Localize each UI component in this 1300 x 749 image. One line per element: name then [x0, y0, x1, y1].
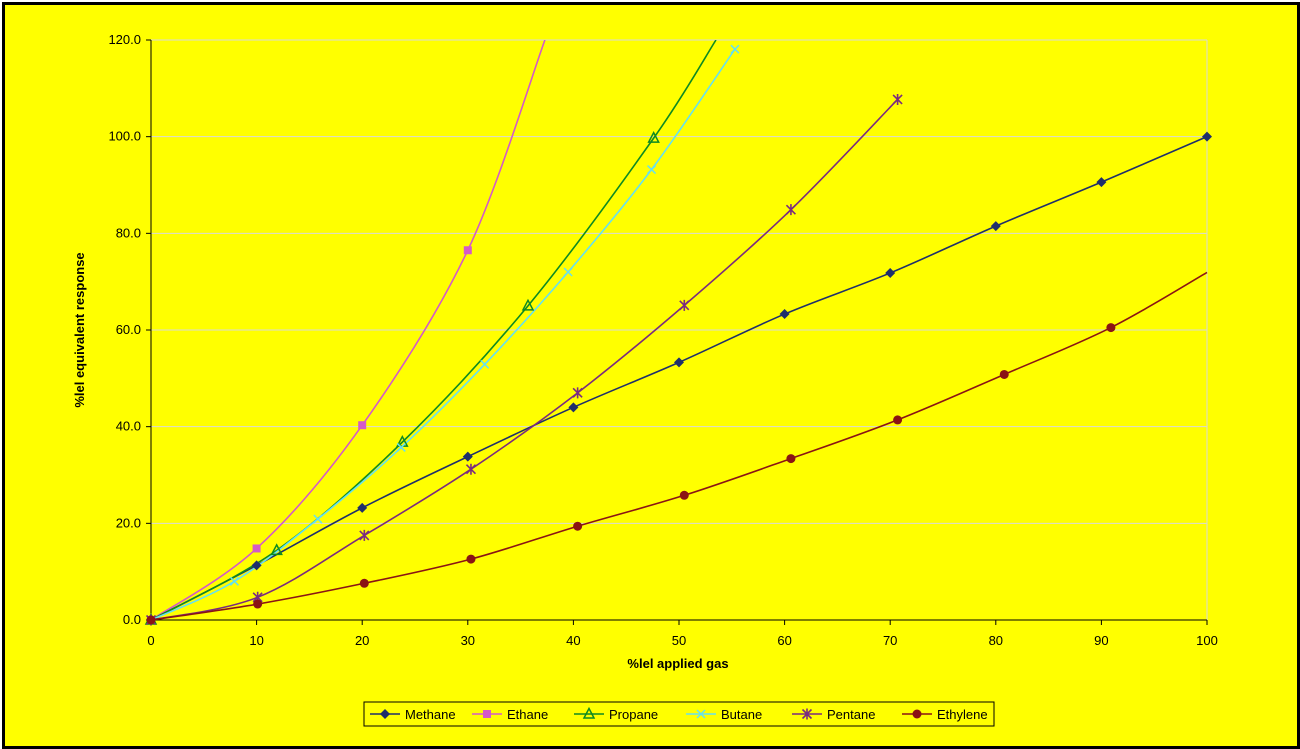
x-tick-label: 90	[1094, 633, 1108, 648]
y-tick-label: 120.0	[108, 32, 141, 47]
marker-methane	[990, 221, 1001, 232]
legend-label-pentane: Pentane	[827, 707, 875, 722]
marker-ethane	[463, 246, 472, 255]
marker-ethylene	[786, 454, 796, 464]
marker-butane	[730, 44, 740, 54]
x-tick-label: 100	[1196, 633, 1218, 648]
legend-label-butane: Butane	[721, 707, 762, 722]
legend-item-butane: Butane	[686, 707, 762, 722]
tick-labels: 0.0 20.0 40.0 60.0 80.0 100.0 120.0 0 10 20 30 40 50…	[108, 32, 1217, 648]
marker-butane	[229, 576, 239, 586]
legend-marker-butane	[696, 709, 706, 719]
y-tick-label: 100.0	[108, 129, 141, 144]
y-tick-label: 80.0	[116, 225, 141, 240]
marker-ethylene	[146, 615, 156, 625]
marker-butane	[563, 267, 573, 277]
marker-ethylene	[466, 554, 476, 564]
legend-item-propane: Propane	[574, 706, 658, 722]
marker-butane	[396, 442, 406, 452]
y-axis-title: %lel equivalent response	[72, 252, 87, 407]
x-tick-label: 0	[147, 633, 154, 648]
marker-pentane	[572, 387, 583, 399]
marker-ethylene	[679, 490, 689, 500]
series-line-butane	[150, 48, 736, 621]
marker-pentane	[892, 93, 903, 105]
y-tick-label: 20.0	[116, 515, 141, 530]
marker-butane	[313, 514, 323, 524]
series-markers	[144, 44, 1212, 626]
legend-item-ethane: Ethane	[472, 707, 548, 722]
x-tick-label: 50	[672, 633, 686, 648]
marker-ethylene	[253, 599, 263, 609]
marker-ethylene	[893, 415, 903, 425]
y-tick-label: 60.0	[116, 322, 141, 337]
marker-methane	[568, 402, 579, 413]
marker-pentane	[679, 299, 690, 311]
x-tick-label: 20	[355, 633, 369, 648]
x-tick-label: 10	[249, 633, 263, 648]
legend-box	[363, 701, 995, 727]
marker-methane	[885, 267, 896, 278]
series-line-ethane	[150, 40, 546, 621]
marker-butane	[647, 165, 657, 175]
marker-methane	[251, 560, 262, 571]
marker-propane	[521, 298, 535, 311]
marker-pentane	[465, 463, 477, 475]
marker-methane	[1096, 177, 1107, 188]
grid-lines	[151, 39, 1208, 620]
series-line-ethylene	[150, 271, 1208, 621]
marker-ethylene	[359, 578, 369, 588]
x-tick-label: 30	[461, 633, 475, 648]
marker-ethane	[358, 421, 367, 430]
legend-marker-propane	[582, 706, 596, 719]
marker-ethylene	[573, 521, 583, 531]
y-tick-label: 0.0	[123, 612, 141, 627]
marker-propane	[270, 543, 283, 556]
y-tick-label: 40.0	[116, 419, 141, 434]
marker-ethylene	[1106, 323, 1116, 333]
x-tick-label: 70	[883, 633, 897, 648]
axes	[146, 39, 1208, 625]
x-tick-label: 60	[777, 633, 791, 648]
marker-methane	[779, 309, 790, 320]
series-line-propane	[150, 40, 717, 621]
x-tick-label: 40	[566, 633, 580, 648]
marker-methane	[1202, 131, 1212, 142]
legend-marker-ethylene	[912, 709, 922, 719]
legend-label-ethane: Ethane	[507, 707, 548, 722]
marker-butane	[480, 359, 490, 369]
marker-methane	[357, 502, 368, 513]
x-axis-title: %lel applied gas	[627, 656, 728, 671]
legend-item-methane: Methane	[370, 707, 456, 722]
marker-ethane	[252, 544, 261, 553]
legend-marker-pentane	[801, 708, 813, 720]
marker-methane	[674, 357, 684, 368]
legend-label-ethylene: Ethylene	[937, 707, 988, 722]
marker-methane	[462, 451, 473, 462]
marker-ethylene	[999, 369, 1009, 379]
marker-pentane	[359, 529, 370, 541]
legend-item-pentane: Pentane	[792, 707, 875, 722]
legend-item-ethylene: Ethylene	[902, 707, 988, 722]
legend-marker-ethane	[483, 710, 491, 718]
legend-label-propane: Propane	[609, 707, 658, 722]
legend-marker-methane	[380, 709, 390, 719]
marker-pentane	[785, 204, 797, 216]
x-tick-label: 80	[989, 633, 1003, 648]
marker-propane	[647, 131, 660, 143]
series-line-methane	[150, 135, 1208, 621]
legend-label-methane: Methane	[405, 707, 456, 722]
legend: Methane Ethane Propane Butane Pentane Ethylen…	[363, 701, 995, 727]
